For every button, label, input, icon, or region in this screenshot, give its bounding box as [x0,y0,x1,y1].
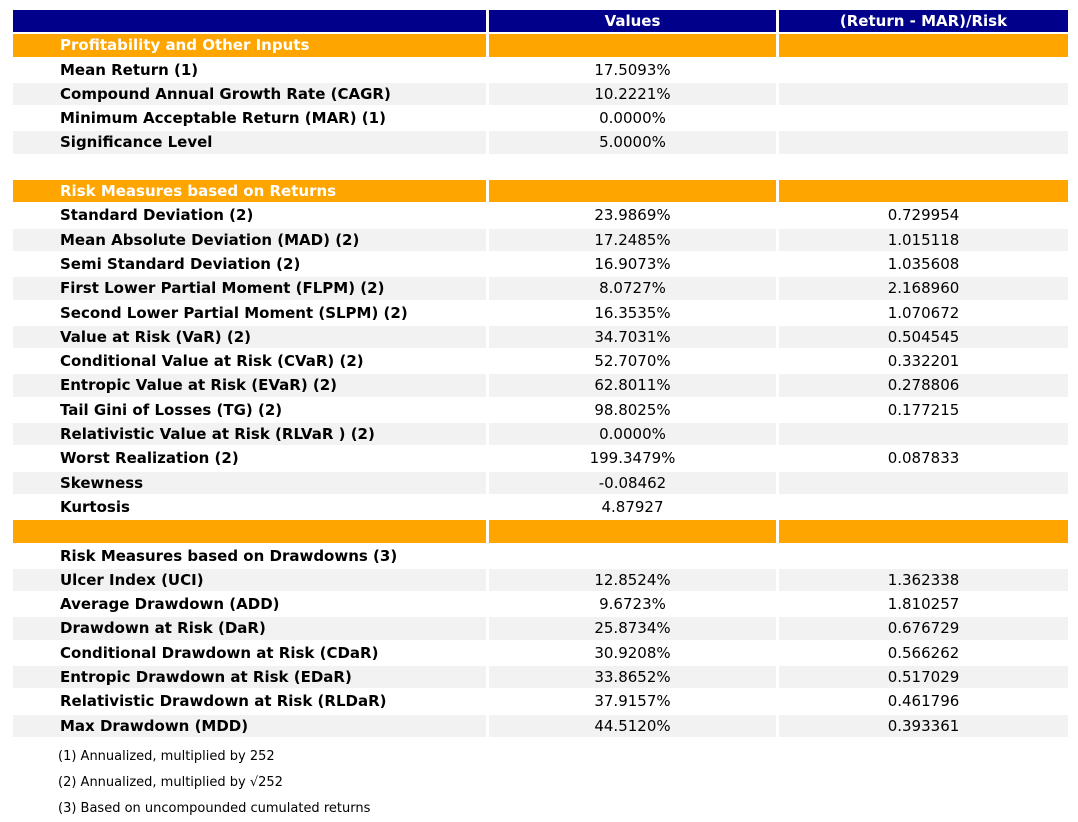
subsection-spacer [779,544,1068,567]
metric-label: Value at Risk (VaR) (2) [13,325,486,349]
metric-value: 34.7031% [489,325,776,349]
metric-value: 17.2485% [489,228,776,251]
section-header-spacer [489,180,776,203]
metric-value: 16.9073% [489,252,776,276]
metric-value: -0.08462 [489,471,776,494]
footnote: (3) Based on uncompounded cumulated retu… [58,800,371,816]
metric-value: 0.0000% [489,423,776,446]
metric-label: Significance Level [13,131,486,154]
metric-ratio: 2.168960 [779,277,1068,300]
metric-ratio [779,82,1068,106]
metric-ratio: 1.362338 [779,568,1068,592]
metric-label: Minimum Acceptable Return (MAR) (1) [13,107,486,130]
report-table: Values (Return - MAR)/Risk Profitability… [13,10,1068,737]
section-header-label: Risk Measures based on Returns [13,180,486,203]
metric-value: 0.0000% [489,107,776,130]
metric-value: 25.8734% [489,617,776,640]
metric-value: 37.9157% [489,690,776,713]
metric-label: Mean Return (1) [13,58,486,81]
metric-label: Entropic Value at Risk (EVaR) (2) [13,374,486,397]
metric-label: Compound Annual Growth Rate (CAGR) [13,82,486,106]
metric-ratio: 1.015118 [779,228,1068,251]
metric-ratio: 0.177215 [779,398,1068,422]
metric-label: Semi Standard Deviation (2) [13,252,486,276]
metric-value: 4.87927 [489,495,776,519]
metric-ratio: 0.517029 [779,666,1068,689]
metric-value: 17.5093% [489,58,776,81]
metric-label: Kurtosis [13,495,486,519]
section-header-label [13,520,486,543]
metric-label: First Lower Partial Moment (FLPM) (2) [13,277,486,300]
metric-value: 12.8524% [489,568,776,592]
metric-label: Tail Gini of Losses (TG) (2) [13,398,486,422]
section-header-spacer [489,520,776,543]
metric-label: Ulcer Index (UCI) [13,568,486,592]
metric-ratio: 0.566262 [779,641,1068,665]
metric-ratio [779,58,1068,81]
metric-value: 199.3479% [489,447,776,470]
metric-value: 30.9208% [489,641,776,665]
metric-label: Worst Realization (2) [13,447,486,470]
metric-value: 8.0727% [489,277,776,300]
metric-ratio [779,423,1068,446]
section-header-spacer [779,34,1068,57]
metric-label: Relativistic Value at Risk (RLVaR ) (2) [13,423,486,446]
spacer-cell [13,155,486,179]
column-header-ratio: (Return - MAR)/Risk [779,10,1068,33]
section-header-spacer [489,34,776,57]
footnotes: (1) Annualized, multiplied by 252 (2) Ann… [13,744,1068,822]
metric-ratio: 0.087833 [779,447,1068,470]
metric-value: 16.3535% [489,301,776,324]
metric-label: Conditional Drawdown at Risk (CDaR) [13,641,486,665]
metric-value: 52.7070% [489,350,776,373]
metric-value: 10.2221% [489,82,776,106]
metric-value: 5.0000% [489,131,776,154]
column-header-metric [13,10,486,33]
metric-label: Average Drawdown (ADD) [13,593,486,616]
metric-value: 44.5120% [489,714,776,737]
risk-report: Values (Return - MAR)/Risk Profitability… [13,10,1068,822]
metric-label: Skewness [13,471,486,494]
metric-ratio [779,471,1068,494]
metric-label: Mean Absolute Deviation (MAD) (2) [13,228,486,251]
spacer-cell [779,155,1068,179]
metric-ratio: 0.278806 [779,374,1068,397]
metric-value: 62.8011% [489,374,776,397]
metric-label: Second Lower Partial Moment (SLPM) (2) [13,301,486,324]
metric-ratio [779,131,1068,154]
metric-value: 98.8025% [489,398,776,422]
footnote: (1) Annualized, multiplied by 252 [58,748,275,764]
metric-value: 23.9869% [489,204,776,227]
spacer-cell [489,155,776,179]
subsection-label: Risk Measures based on Drawdowns (3) [13,544,486,567]
footnote: (2) Annualized, multiplied by √252 [58,774,283,790]
column-header-values: Values [489,10,776,33]
metric-label: Relativistic Drawdown at Risk (RLDaR) [13,690,486,713]
metric-label: Drawdown at Risk (DaR) [13,617,486,640]
section-header-spacer [779,520,1068,543]
metric-label: Standard Deviation (2) [13,204,486,227]
metric-ratio: 0.504545 [779,325,1068,349]
metric-ratio: 0.729954 [779,204,1068,227]
metric-ratio [779,107,1068,130]
section-header-label: Profitability and Other Inputs [13,34,486,57]
metric-label: Conditional Value at Risk (CVaR) (2) [13,350,486,373]
metric-ratio: 1.035608 [779,252,1068,276]
metric-label: Max Drawdown (MDD) [13,714,486,737]
metric-ratio: 1.070672 [779,301,1068,324]
section-header-spacer [779,180,1068,203]
subsection-spacer [489,544,776,567]
metric-ratio: 0.461796 [779,690,1068,713]
metric-ratio: 0.393361 [779,714,1068,737]
metric-ratio: 0.676729 [779,617,1068,640]
metric-label: Entropic Drawdown at Risk (EDaR) [13,666,486,689]
metric-value: 9.6723% [489,593,776,616]
metric-ratio: 0.332201 [779,350,1068,373]
metric-ratio [779,495,1068,519]
metric-ratio: 1.810257 [779,593,1068,616]
metric-value: 33.8652% [489,666,776,689]
